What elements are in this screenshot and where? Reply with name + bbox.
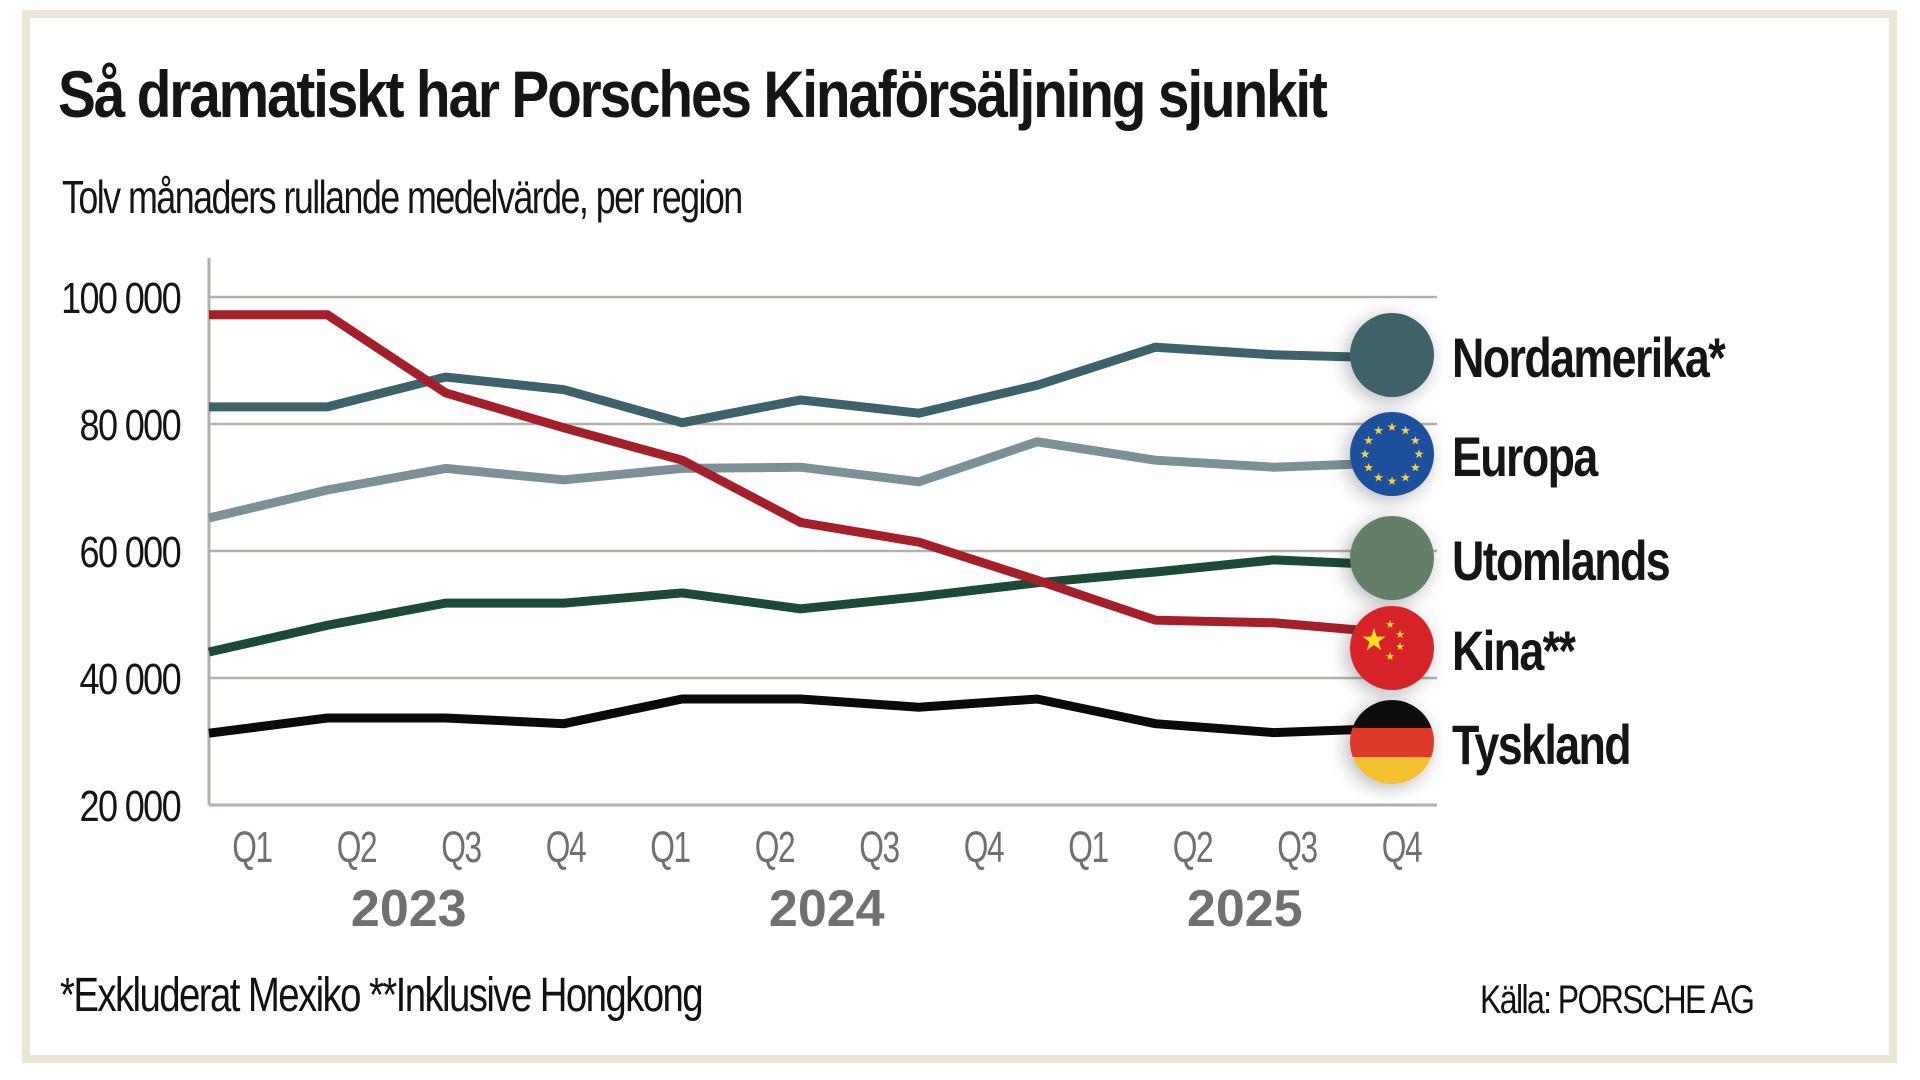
star-icon: ★ xyxy=(1400,470,1411,484)
small-star-icon: ★ xyxy=(1395,628,1405,641)
series-line-kina xyxy=(209,310,1393,638)
star-icon: ★ xyxy=(1410,434,1421,448)
series-line-tyskland xyxy=(208,694,1393,738)
star-icon: ★ xyxy=(1360,447,1371,461)
chart-subtitle: Tolv månaders rullande medelvärde, per r… xyxy=(62,171,743,223)
footnote: *Exkluderat Mexiko **Inklusive Hongkong xyxy=(60,969,704,1022)
series-line-utomlands xyxy=(208,555,1393,657)
chart-frame xyxy=(22,10,1897,1063)
flag-stripe-red xyxy=(1350,728,1434,757)
flag-field xyxy=(1350,412,1434,496)
chart-title: Så dramatiskt har Porsches Kinaförsäljni… xyxy=(58,57,1328,131)
source-credit: Källa: PORSCHE AG xyxy=(1480,978,1755,1022)
legend-label-tyskland: Tyskland xyxy=(1452,713,1630,776)
big-star-icon: ★ xyxy=(1361,623,1388,658)
small-star-icon: ★ xyxy=(1385,618,1395,631)
series-line-europa xyxy=(207,437,1393,523)
eu-flag-icon: ★★★★★★★★★ ★ ★★ xyxy=(1350,412,1434,496)
series-lines xyxy=(207,310,1393,738)
star-icon: ★ xyxy=(1373,424,1384,438)
x-tick-label: Q3 xyxy=(441,823,481,872)
flag-field xyxy=(1350,606,1434,690)
series-line-nordamerika xyxy=(209,342,1393,428)
x-tick-label: Q2 xyxy=(337,823,377,872)
star-icon: ★ xyxy=(1387,474,1398,488)
gridlines xyxy=(209,295,1437,680)
legend-marker-tyskland xyxy=(1350,700,1434,784)
legend-label-europa: Europa xyxy=(1452,425,1599,488)
y-tick-label: 20 000 xyxy=(80,782,181,831)
flag-stripe-gold xyxy=(1350,757,1434,784)
year-label: 2025 xyxy=(1187,880,1303,938)
star-icon: ★ xyxy=(1363,434,1374,448)
flag-stripe-black xyxy=(1350,700,1434,728)
x-tick-label: Q4 xyxy=(1382,823,1423,872)
star-icon: ★ xyxy=(1363,461,1374,475)
y-tick-label: 60 000 xyxy=(80,528,181,577)
legend-marker-kina: ★★★★★ xyxy=(1350,606,1434,690)
legend-label-utomlands: Utomlands xyxy=(1452,529,1670,592)
legend-circle-icon xyxy=(1350,313,1434,397)
y-tick-label: 40 000 xyxy=(80,655,181,704)
x-tick-label: Q4 xyxy=(546,823,587,872)
legend-label-nordamerika: Nordamerika* xyxy=(1452,326,1726,389)
legend-circle-icon xyxy=(1350,516,1434,600)
legend-label-kina: Kina** xyxy=(1452,619,1576,682)
star-icon: ★ xyxy=(1414,447,1425,461)
small-star-icon: ★ xyxy=(1385,650,1395,663)
x-tick-label: Q1 xyxy=(232,823,272,872)
legend: Nordamerika*★★★★★★★★★ ★ ★★ EuropaUtomlands★… xyxy=(1350,313,1728,784)
year-label: 2023 xyxy=(351,880,467,938)
star-icon: ★ xyxy=(1373,470,1384,484)
legend-marker-nordamerika xyxy=(1350,313,1434,397)
china-flag-icon: ★★★★★ xyxy=(1350,606,1434,690)
x-tick-label: Q3 xyxy=(1277,823,1317,872)
x-tick-label: Q2 xyxy=(1173,823,1213,872)
x-axis-ticks: Q1 Q2 Q3 Q4 Q1 Q2 Q3 Q4 Q1 Q2 Q3 Q4 xyxy=(232,823,1423,872)
x-tick-label: Q1 xyxy=(650,823,690,872)
small-star-icon: ★ xyxy=(1395,640,1405,653)
star-icon: ★ xyxy=(1387,420,1398,434)
star-icon: ★ xyxy=(1410,461,1421,475)
year-labels: 2023 2024 2025 xyxy=(351,880,1303,938)
star-icon: ★ xyxy=(1400,424,1411,438)
x-tick-label: Q2 xyxy=(755,823,795,872)
x-tick-label: Q3 xyxy=(859,823,899,872)
y-tick-label: 80 000 xyxy=(80,401,181,450)
year-label: 2024 xyxy=(769,880,885,938)
legend-marker-europa: ★★★★★★★★★ ★ ★★ xyxy=(1350,412,1434,496)
y-axis-ticks: 100 000 80 000 60 000 40 000 20 000 xyxy=(61,274,182,831)
axes xyxy=(207,258,1437,807)
y-tick-label: 100 000 xyxy=(61,274,180,323)
x-tick-label: Q4 xyxy=(964,823,1005,872)
legend-marker-utomlands xyxy=(1350,516,1434,600)
germany-flag-icon xyxy=(1350,700,1434,784)
x-tick-label: Q1 xyxy=(1068,823,1108,872)
